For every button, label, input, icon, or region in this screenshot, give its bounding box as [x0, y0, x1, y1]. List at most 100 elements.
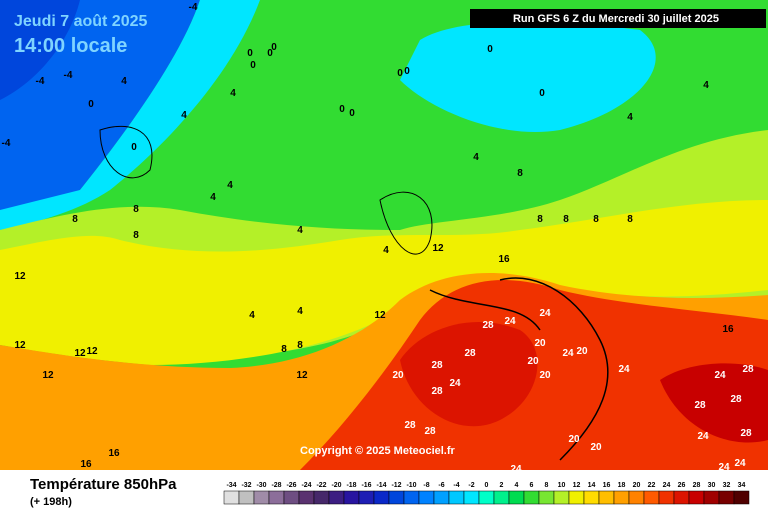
- scale-swatch: [553, 490, 570, 505]
- contour-label: 12: [14, 271, 26, 282]
- contour-label: 28: [431, 360, 443, 371]
- scale-swatch: [298, 490, 315, 505]
- contour-label: 4: [703, 80, 709, 91]
- scale-swatch: [253, 490, 270, 505]
- scale-swatch: [688, 490, 705, 505]
- copyright: Copyright © 2025 Meteociel.fr: [300, 445, 456, 457]
- contour-label: 28: [431, 386, 443, 397]
- contour-label: 0: [250, 60, 256, 71]
- scale-label: -34: [226, 482, 236, 489]
- contour-label: 24: [504, 316, 516, 327]
- scale-label: -12: [391, 482, 401, 489]
- contour-label: 24: [539, 308, 551, 319]
- contour-label: 12: [296, 370, 308, 381]
- contour-label: 0: [339, 104, 345, 115]
- valid-date: Jeudi 7 août 2025: [14, 13, 147, 30]
- scale-swatch: [703, 490, 720, 505]
- run-info: Run GFS 6 Z du Mercredi 30 juillet 2025: [513, 13, 719, 25]
- contour-label: 12: [374, 310, 386, 321]
- scale-label: 14: [588, 482, 596, 489]
- scale-label: -10: [406, 482, 416, 489]
- scale-label: 34: [738, 482, 746, 489]
- contour-label: 24: [618, 364, 630, 375]
- contour-label: 0: [247, 48, 253, 59]
- scale-swatch: [238, 490, 255, 505]
- contour-label: 24: [510, 464, 522, 475]
- valid-time: 14:00 locale: [14, 35, 127, 57]
- contour-label: 28: [740, 428, 752, 439]
- scale-label: 30: [708, 482, 716, 489]
- contour-label: 20: [539, 370, 551, 381]
- contour-label: 8: [72, 214, 78, 225]
- contour-label: 8: [133, 204, 139, 215]
- heat-core-east: [660, 363, 768, 443]
- contour-label: 24: [718, 462, 730, 473]
- scale-swatch: [403, 490, 420, 505]
- contour-label: 4: [210, 192, 216, 203]
- scale-swatch: [388, 490, 405, 505]
- contour-label: 20: [392, 370, 404, 381]
- contour-label: 8: [297, 340, 303, 351]
- scale-swatch: [343, 490, 360, 505]
- lead-time: (+ 198h): [30, 496, 72, 508]
- scale-swatch: [223, 490, 240, 505]
- scale-label: 2: [500, 482, 504, 489]
- contour-label: 20: [576, 346, 588, 357]
- scale-label: 22: [648, 482, 656, 489]
- scale-label: -8: [423, 482, 429, 489]
- color-scale: -34 -32 -30 -28 -26 -24 -22 -20 -18 -16 -14 -12 -10-…: [223, 482, 750, 505]
- contour-label: 8: [537, 214, 543, 225]
- field-title: Température 850hPa: [30, 476, 177, 493]
- scale-swatch: [418, 490, 435, 505]
- warm-band: [0, 200, 768, 365]
- scale-swatch: [658, 490, 675, 505]
- scale-swatch: [643, 490, 660, 505]
- contour-label: 0: [271, 42, 277, 53]
- contour-label: 12: [74, 348, 86, 359]
- scale-label: 0: [485, 482, 489, 489]
- scale-swatch: [283, 490, 300, 505]
- cool-north: [400, 21, 656, 132]
- contour-label: 20: [527, 356, 539, 367]
- contour-label: 0: [131, 142, 137, 153]
- contour-label: 8: [517, 168, 523, 179]
- contour-label: 8: [627, 214, 633, 225]
- scale-label: 12: [573, 482, 581, 489]
- contour-label: 24: [714, 370, 726, 381]
- scale-label: 26: [678, 482, 686, 489]
- scale-swatch: [538, 490, 555, 505]
- contour-label: 4: [473, 152, 479, 163]
- scale-swatch: [523, 490, 540, 505]
- run-box: [470, 9, 766, 28]
- scale-label: -6: [438, 482, 444, 489]
- scale-label: 16: [603, 482, 611, 489]
- contour-label: 24: [697, 431, 709, 442]
- scale-swatch: [268, 490, 285, 505]
- contour-label: -4: [2, 138, 11, 149]
- scale-label: -28: [271, 482, 281, 489]
- contour-label: 4: [121, 76, 127, 87]
- scale-label: -20: [331, 482, 341, 489]
- contour-label: 20: [590, 442, 602, 453]
- coastline: [379, 191, 433, 255]
- scale-label: 18: [618, 482, 626, 489]
- scale-swatch: [463, 490, 480, 505]
- contour-label: 12: [14, 340, 26, 351]
- scale-swatch: [478, 490, 495, 505]
- contour-label: 4: [383, 245, 389, 256]
- contour-label: 8: [563, 214, 569, 225]
- contour-label: 16: [722, 324, 734, 335]
- contour-label: 0: [539, 88, 545, 99]
- contour-label: 4: [230, 88, 236, 99]
- heat-core: [400, 321, 538, 427]
- scale-label: 10: [558, 482, 566, 489]
- contour-label: 8: [133, 230, 139, 241]
- contour-label: 4: [297, 225, 303, 236]
- contour-label: 4: [297, 306, 303, 317]
- scale-swatch: [628, 490, 645, 505]
- scale-label: -22: [316, 482, 326, 489]
- contour-label: 28: [694, 400, 706, 411]
- contour-label: 0: [267, 48, 273, 59]
- scale-swatch: [673, 490, 690, 505]
